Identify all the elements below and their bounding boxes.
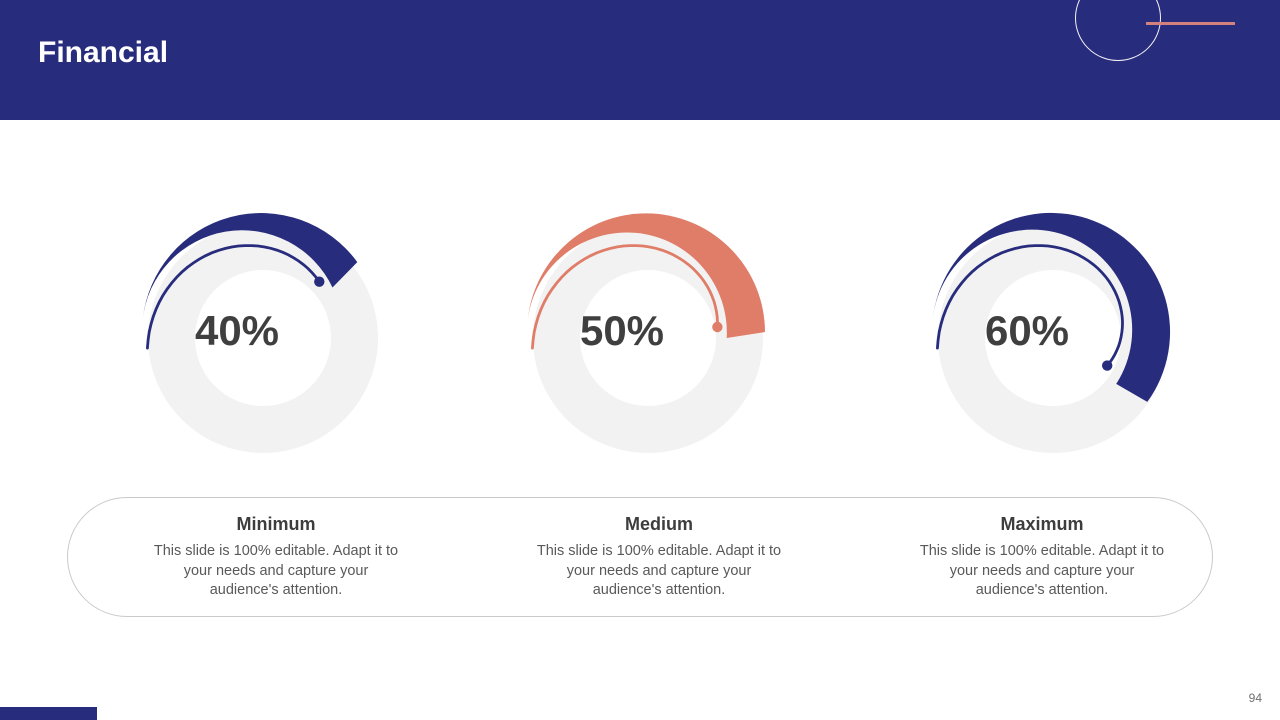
caption-title: Maximum	[1000, 514, 1084, 534]
gauge-value-maximum: 60%	[984, 307, 1070, 354]
caption-text-line: your needs and capture your	[949, 562, 1135, 579]
gauge-chart-medium: 50%	[513, 203, 783, 473]
page-title: Financial	[38, 36, 169, 69]
caption-text-line: This slide is 100% editable. Adapt it to	[153, 543, 399, 559]
slide-header: Financial	[0, 0, 1280, 120]
caption-text-line: This slide is 100% editable. Adapt it to	[919, 543, 1165, 559]
page-number: 94	[1248, 691, 1262, 705]
caption-text-line: audience's attention.	[209, 582, 343, 598]
caption-text-line: your needs and capture your	[183, 562, 369, 579]
caption-text-line: audience's attention.	[975, 582, 1109, 598]
caption-card-maximum: Maximum This slide is 100% editable. Ada…	[892, 514, 1192, 601]
caption-panel	[67, 497, 1213, 617]
circle-decoration-icon	[1075, 0, 1161, 61]
gauge-chart-minimum: 40%	[128, 203, 398, 473]
gauge-chart-maximum: 60%	[918, 203, 1188, 473]
caption-title: Medium	[624, 514, 693, 534]
caption-text-line: This slide is 100% editable. Adapt it to	[536, 543, 782, 559]
gauge-value-medium: 50%	[579, 307, 665, 354]
caption-text-line: your needs and capture your	[566, 562, 752, 579]
caption-card-medium: Medium This slide is 100% editable. Adap…	[509, 514, 809, 601]
caption-text-line: audience's attention.	[592, 582, 726, 598]
accent-line-decoration	[1146, 22, 1235, 25]
gauge-value-minimum: 40%	[194, 307, 280, 354]
gauge-arc-minimum	[142, 213, 378, 453]
caption-title: Minimum	[236, 514, 316, 534]
caption-card-minimum: Minimum This slide is 100% editable. Ada…	[126, 514, 426, 601]
gauge-arc-medium	[527, 213, 765, 453]
gauge-arc-maximum	[932, 212, 1171, 453]
footer-accent-bar	[0, 707, 97, 720]
